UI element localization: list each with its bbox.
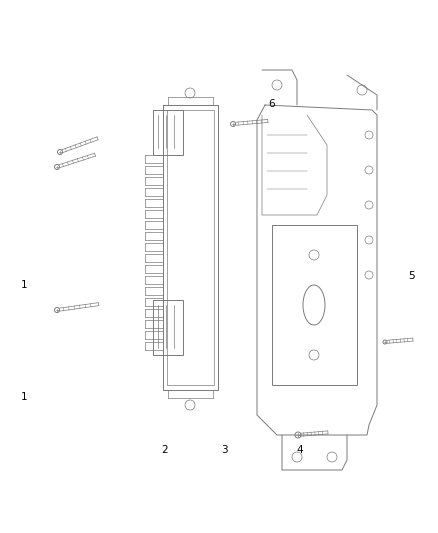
- Text: 2: 2: [161, 446, 168, 455]
- Text: 3: 3: [221, 446, 228, 455]
- Text: 6: 6: [268, 99, 275, 109]
- Bar: [167, 110, 214, 385]
- Bar: [163, 105, 218, 390]
- Text: 1: 1: [21, 392, 28, 402]
- Text: 5: 5: [408, 271, 415, 281]
- Bar: [153, 300, 183, 355]
- Text: 4: 4: [297, 446, 304, 455]
- Bar: [272, 225, 357, 385]
- Text: 1: 1: [21, 280, 28, 290]
- Bar: [153, 110, 183, 155]
